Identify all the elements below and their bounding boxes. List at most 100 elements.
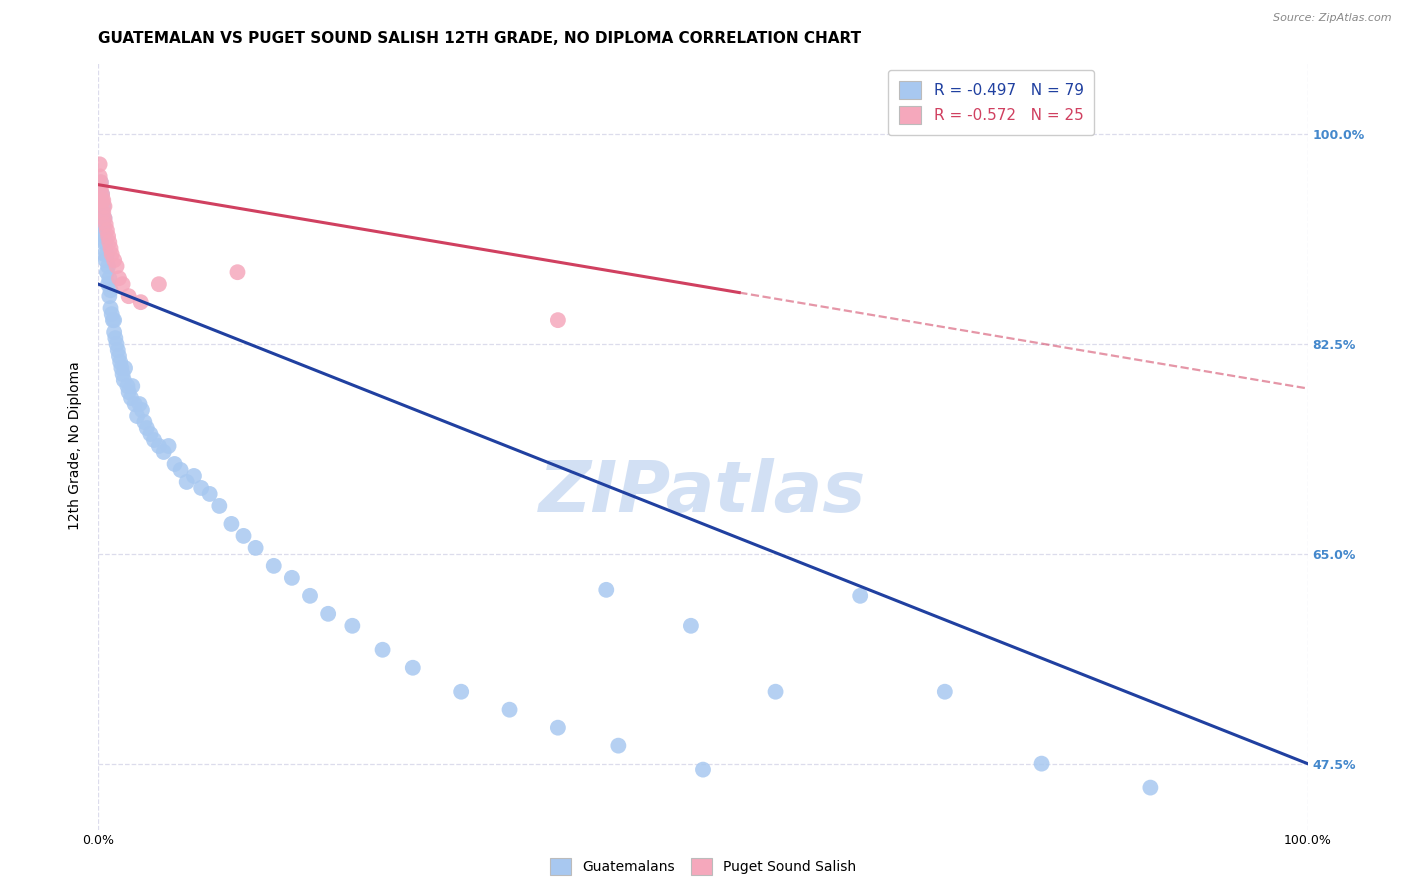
Point [97,229,120,244]
Point [281,571,304,585]
Point [91,199,114,213]
Point [1031,756,1053,771]
Point [91,205,114,219]
Point [91,187,114,202]
Point [176,475,198,489]
Point [679,619,702,633]
Point [692,763,714,777]
Point [91,217,114,231]
Point [498,703,520,717]
Legend: Guatemalans, Puget Sound Salish: Guatemalans, Puget Sound Salish [544,853,862,880]
Point [90,181,112,195]
Point [112,373,135,387]
Point [110,361,132,376]
Point [108,355,131,369]
Point [107,343,129,358]
Point [96,223,118,237]
Point [100,283,122,297]
Point [263,558,285,573]
Point [91,223,114,237]
Point [169,463,191,477]
Point [934,684,956,698]
Point [97,259,120,273]
Point [148,439,170,453]
Point [595,582,617,597]
Point [299,589,322,603]
Legend: R = -0.497   N = 79, R = -0.572   N = 25: R = -0.497 N = 79, R = -0.572 N = 25 [887,70,1094,135]
Point [100,301,122,315]
Point [221,516,243,531]
Point [226,265,249,279]
Point [98,271,121,285]
Point [103,325,125,339]
Text: ZIPatlas: ZIPatlas [540,458,866,526]
Point [105,337,128,351]
Point [90,194,112,208]
Point [89,169,111,184]
Point [148,277,170,292]
Point [114,361,136,376]
Point [316,607,339,621]
Point [96,247,118,261]
Point [91,205,114,219]
Point [98,289,121,303]
Point [402,661,425,675]
Point [128,397,150,411]
Point [198,487,221,501]
Point [100,307,122,321]
Point [124,397,146,411]
Point [134,415,156,429]
Point [342,619,364,633]
Point [94,235,117,250]
Point [97,277,120,292]
Point [93,247,115,261]
Point [245,541,267,555]
Point [547,313,569,327]
Point [105,259,128,273]
Point [371,642,394,657]
Point [849,589,872,603]
Point [1139,780,1161,795]
Point [117,379,139,393]
Point [121,379,143,393]
Point [91,194,114,208]
Point [139,427,162,442]
Point [89,205,111,219]
Point [93,199,115,213]
Point [101,313,124,327]
Y-axis label: 12th Grade, No Diploma: 12th Grade, No Diploma [69,361,83,531]
Point [111,367,134,381]
Point [607,739,630,753]
Point [93,211,115,226]
Point [96,265,118,279]
Point [100,247,122,261]
Point [91,194,114,208]
Point [547,721,569,735]
Point [108,271,131,285]
Point [163,457,186,471]
Point [89,157,111,171]
Point [98,235,121,250]
Point [143,433,166,447]
Point [100,241,122,255]
Point [108,349,131,363]
Point [120,391,142,405]
Point [118,385,141,400]
Point [127,409,149,423]
Point [208,499,231,513]
Point [103,313,125,327]
Point [93,211,115,226]
Text: Source: ZipAtlas.com: Source: ZipAtlas.com [1274,13,1392,23]
Point [94,217,117,231]
Point [152,445,174,459]
Point [111,277,134,292]
Point [91,235,114,250]
Point [103,253,125,268]
Point [157,439,180,453]
Point [90,175,112,189]
Point [131,403,153,417]
Point [190,481,212,495]
Point [450,684,472,698]
Text: GUATEMALAN VS PUGET SOUND SALISH 12TH GRADE, NO DIPLOMA CORRELATION CHART: GUATEMALAN VS PUGET SOUND SALISH 12TH GR… [98,31,862,46]
Point [90,175,112,189]
